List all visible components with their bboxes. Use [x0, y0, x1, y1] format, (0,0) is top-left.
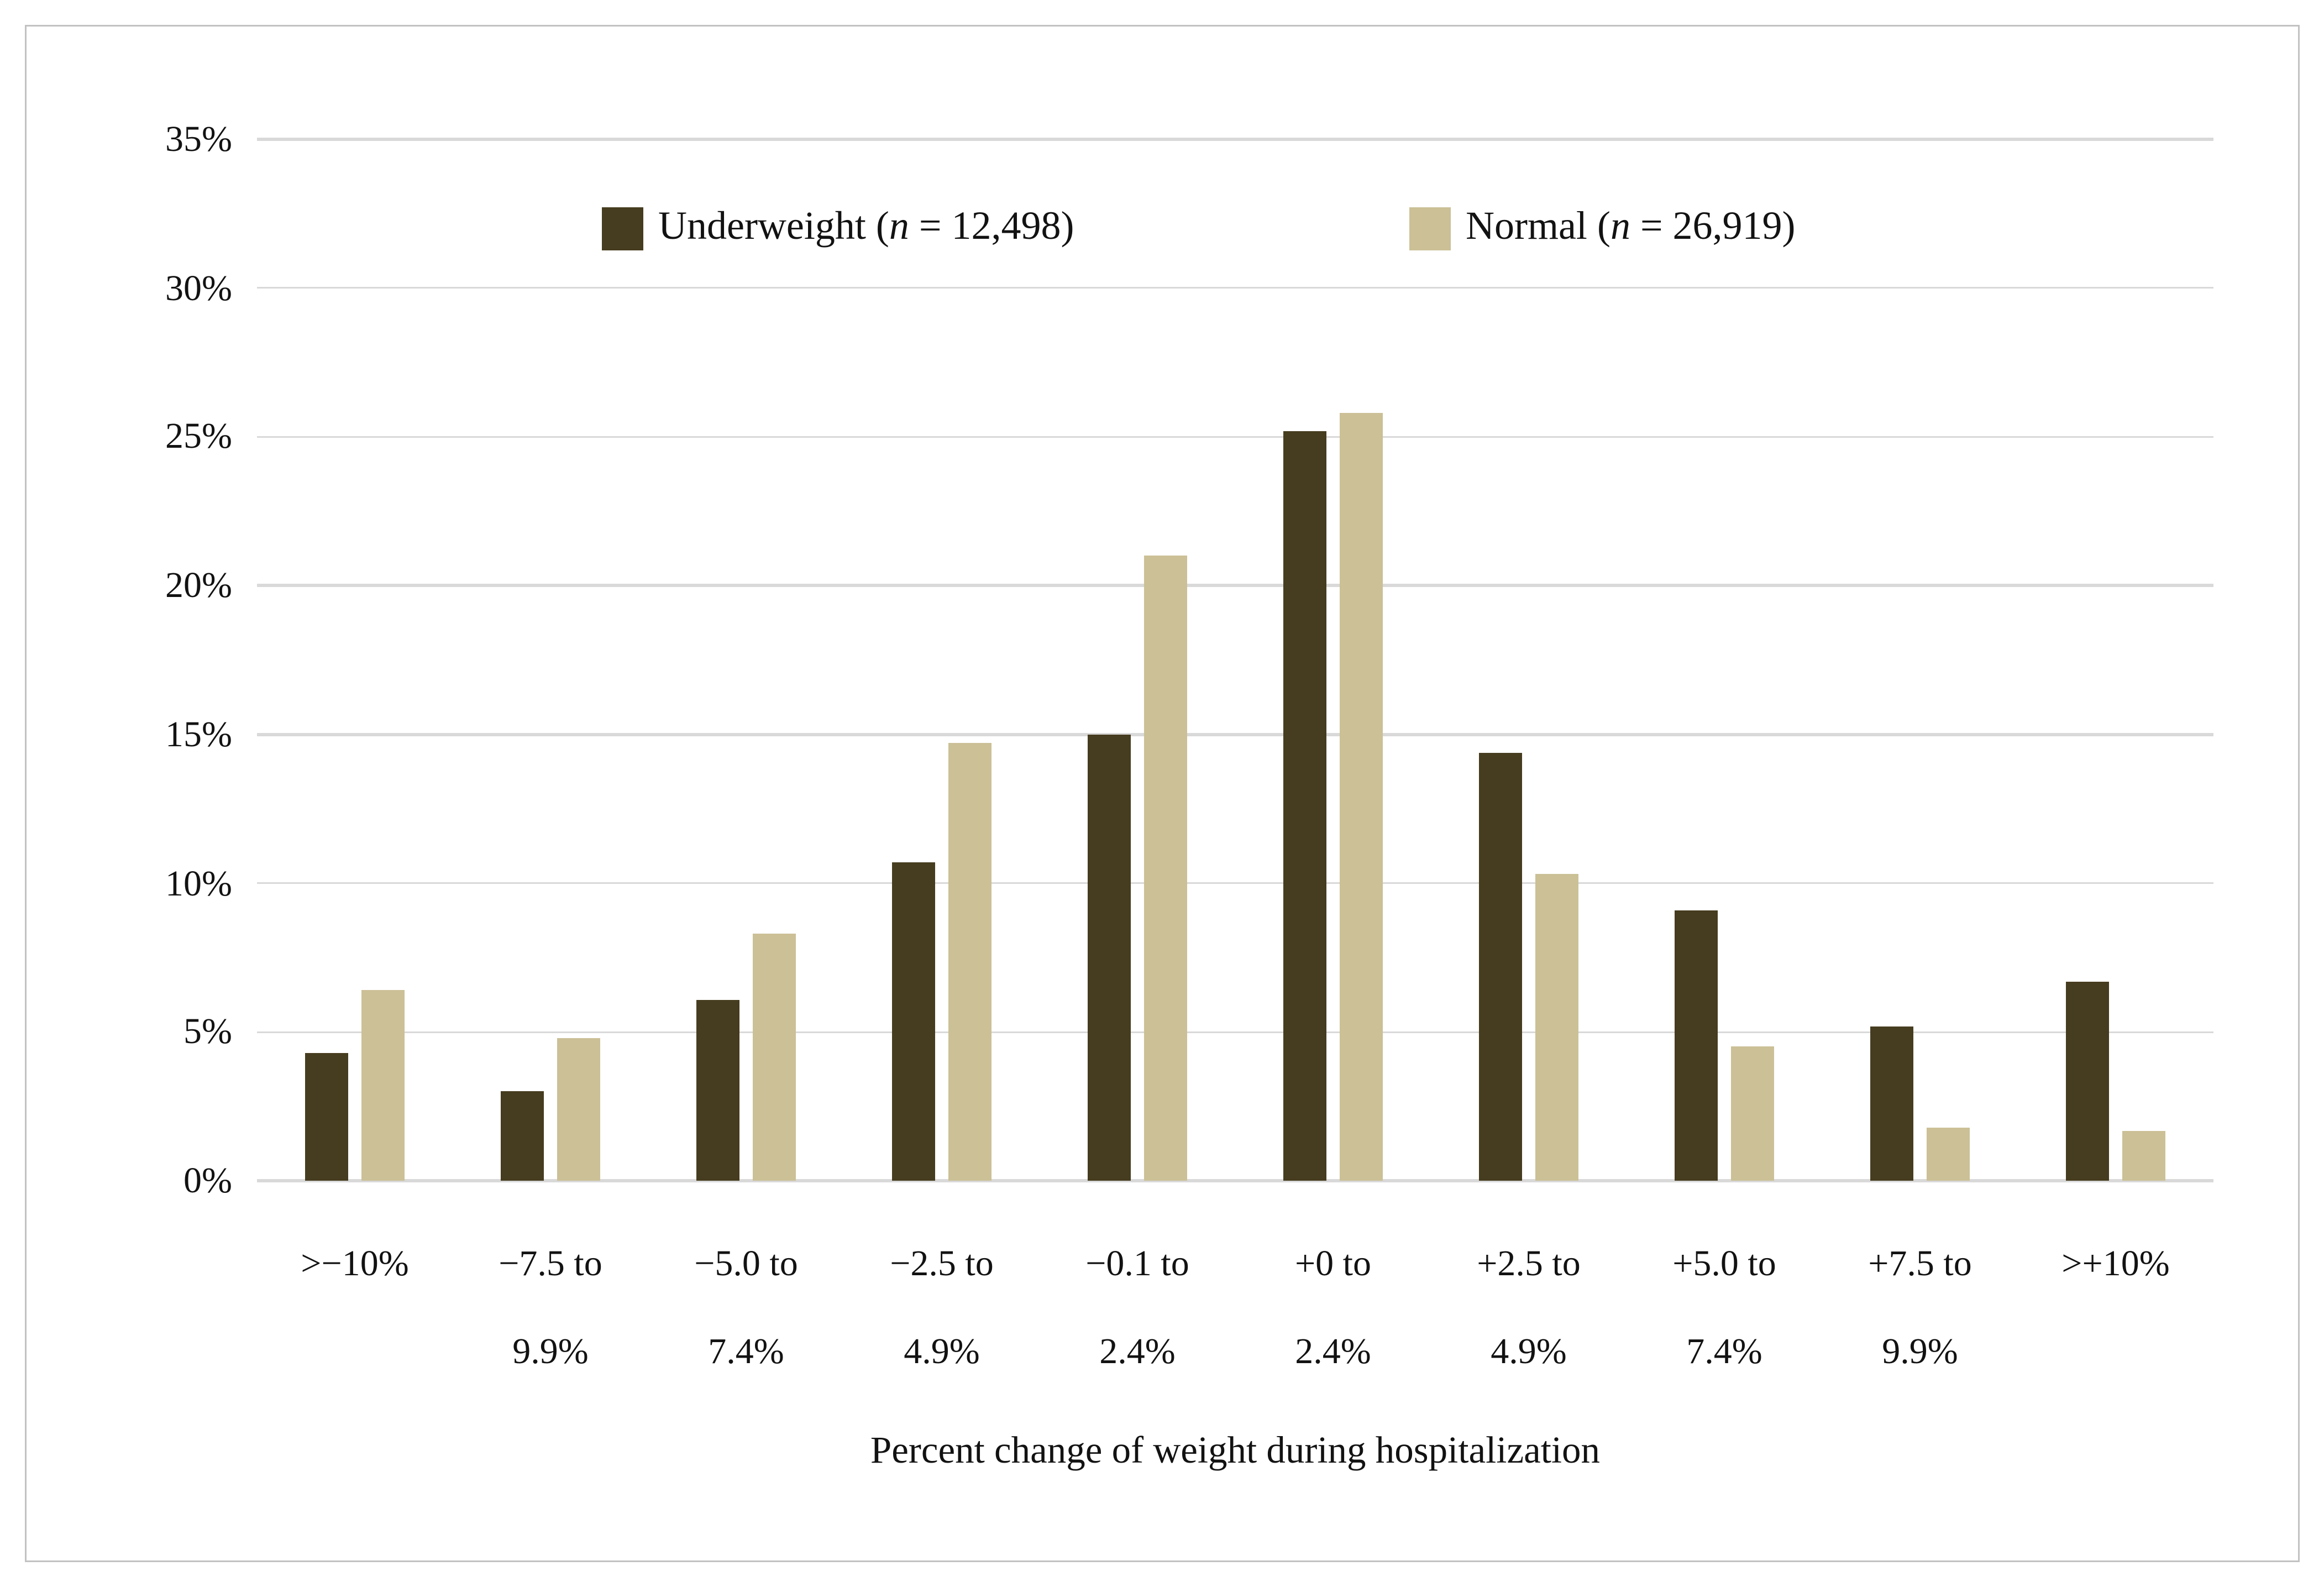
bar-underweight — [1675, 910, 1718, 1181]
x-tick-label-line2: 2.4% — [1099, 1330, 1176, 1371]
bar-underweight — [1283, 431, 1326, 1181]
x-tick-label-line2: 2.4% — [1295, 1330, 1371, 1371]
legend-item-underweight: Underweight (n = 12,498) — [602, 206, 1074, 250]
y-tick-label: 15% — [165, 713, 232, 755]
x-tick-label: +2.5 to 4.9% — [1431, 1240, 1627, 1373]
gridline — [257, 882, 2213, 884]
bar-group — [2018, 139, 2213, 1181]
gridline — [257, 584, 2213, 587]
x-tick-label: −5.0 to 7.4% — [648, 1240, 844, 1373]
y-axis-tick-labels: 0% 5% 10% 15% 20% 25% 30% 35% — [50, 118, 232, 1201]
bar-pair — [2066, 981, 2165, 1181]
bar-group — [1627, 139, 1822, 1181]
gridline — [257, 138, 2213, 141]
x-tick-label-line1: −7.5 to — [499, 1242, 602, 1284]
bar-group — [648, 139, 844, 1181]
y-tick-label: 25% — [165, 415, 232, 457]
x-tick-label-line1: −0.1 to — [1085, 1242, 1189, 1284]
bar-group — [1040, 139, 1235, 1181]
x-tick-label: +7.5 to 9.9% — [1822, 1240, 2018, 1373]
x-tick-label: −2.5 to 4.9% — [844, 1240, 1040, 1373]
bar-normal — [361, 990, 405, 1181]
bar-pair — [696, 934, 796, 1181]
x-tick-label-line1: >+10% — [2061, 1242, 2170, 1284]
bar-underweight — [1088, 734, 1131, 1181]
x-tick-label: +5.0 to 7.4% — [1627, 1240, 1822, 1373]
gridline — [257, 286, 2213, 290]
x-tick-label: >−10% — [257, 1240, 453, 1373]
y-tick-label: 10% — [165, 861, 232, 903]
bar-normal — [1731, 1046, 1774, 1181]
bar-normal — [753, 934, 796, 1181]
x-tick-label-line2: 7.4% — [1686, 1330, 1762, 1371]
bar-group — [453, 139, 648, 1181]
legend-label-normal: Normal (n = 26,919) — [1466, 206, 1796, 249]
x-tick-label-line2: 9.9% — [1882, 1330, 1958, 1371]
x-tick-label-line2: 7.4% — [708, 1330, 784, 1371]
gridline — [257, 1030, 2213, 1034]
x-tick-label: −7.5 to 9.9% — [453, 1240, 648, 1373]
x-tick-label-line2: 4.9% — [904, 1330, 980, 1371]
bar-underweight — [1479, 752, 1522, 1181]
bar-normal — [557, 1038, 600, 1181]
x-axis-title: Percent change of weight during hospital… — [870, 1429, 1601, 1471]
bar-pair — [1870, 1026, 1970, 1181]
bar-groups — [257, 139, 2213, 1181]
gridline — [257, 1179, 2213, 1182]
x-tick-label-line1: +0 to — [1294, 1242, 1372, 1284]
legend-item-normal: Normal (n = 26,919) — [1409, 206, 1796, 250]
y-tick-label: 5% — [183, 1010, 232, 1052]
y-tick-label: 20% — [165, 564, 232, 606]
x-tick-label-line2: 4.9% — [1491, 1330, 1567, 1371]
x-tick-label: −0.1 to 2.4% — [1040, 1240, 1235, 1373]
bar-group — [1235, 139, 1431, 1181]
x-tick-label-line1: +2.5 to — [1477, 1242, 1581, 1284]
x-axis-tick-labels: >−10% −7.5 to 9.9% −5.0 to 7.4% −2.5 to 4.9% −0… — [257, 1240, 2213, 1373]
bar-pair — [305, 990, 405, 1181]
y-tick-label: 30% — [165, 266, 232, 308]
bar-normal — [948, 743, 991, 1181]
bar-normal — [1535, 874, 1578, 1181]
bar-normal — [2122, 1130, 2165, 1181]
bar-underweight — [501, 1091, 544, 1181]
legend-swatch-normal — [1409, 206, 1451, 250]
bar-normal — [1144, 556, 1187, 1181]
x-tick-label-line1: +7.5 to — [1868, 1242, 1972, 1284]
bar-group — [1431, 139, 1627, 1181]
x-tick-label: +0 to 2.4% — [1235, 1240, 1431, 1373]
bar-pair — [1283, 413, 1383, 1181]
x-tick-label-line1: +5.0 to — [1672, 1242, 1776, 1284]
bar-underweight — [305, 1052, 348, 1181]
x-tick-label: >+10% — [2018, 1240, 2213, 1373]
x-tick-label-line1: −2.5 to — [890, 1242, 994, 1284]
bar-underweight — [696, 999, 739, 1181]
bar-pair — [1088, 556, 1187, 1181]
bar-underweight — [2066, 981, 2109, 1181]
bar-group — [257, 139, 453, 1181]
gridline — [257, 733, 2213, 736]
bar-group — [1822, 139, 2018, 1181]
x-tick-label-line2: 9.9% — [512, 1330, 589, 1371]
bar-normal — [1340, 413, 1383, 1181]
y-tick-label: 0% — [183, 1159, 232, 1201]
x-tick-label-line1: >−10% — [301, 1242, 409, 1284]
bar-underweight — [1870, 1026, 1913, 1181]
bar-pair — [501, 1038, 600, 1181]
bar-pair — [892, 743, 991, 1181]
bar-normal — [1927, 1127, 1970, 1181]
gridline — [257, 436, 2213, 438]
plot-area — [257, 138, 2213, 1182]
bar-pair — [1479, 752, 1578, 1181]
legend-swatch-underweight — [602, 206, 643, 250]
legend-label-underweight: Underweight (n = 12,498) — [658, 206, 1074, 249]
bar-group — [844, 139, 1040, 1181]
x-tick-label-line1: −5.0 to — [694, 1242, 798, 1284]
y-tick-label: 35% — [165, 118, 232, 159]
bar-underweight — [892, 862, 935, 1181]
bar-pair — [1675, 910, 1774, 1181]
